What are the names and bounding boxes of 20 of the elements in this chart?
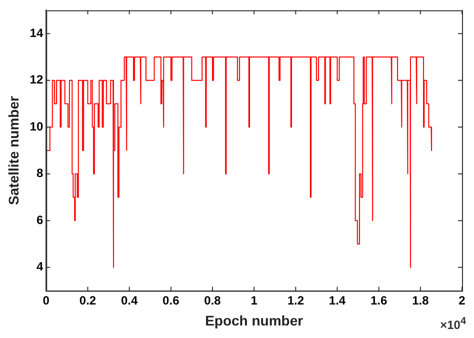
y-tick-label: 14 [30,26,44,40]
x-tick-label: 0 [42,293,50,308]
x-axis-title: Epoch number [205,312,304,328]
x-tick-label: 0.6 [162,293,180,308]
y-tick-label: 12 [30,72,44,87]
x-tick-label: 1.2 [287,293,304,308]
x-tick-label: 1.6 [370,293,388,308]
y-tick-label: 6 [36,212,44,227]
x-tick-label: 1.4 [328,293,346,308]
y-axis-title: Satellite number [5,95,22,205]
x-tick-label: 1.8 [412,293,430,308]
x-tick-label: 0.4 [120,293,138,308]
x-tick-label: 0.8 [204,293,222,308]
y-tick-label: 4 [36,260,44,274]
x-tick-label: 2 [458,293,466,308]
x-tick-label: 1 [250,293,258,308]
y-tick-label: 8 [36,166,44,180]
x-tick-label: 0.2 [79,293,96,308]
text: ×10$^{4}$ [440,316,466,332]
y-tick-label: 10 [30,119,44,134]
